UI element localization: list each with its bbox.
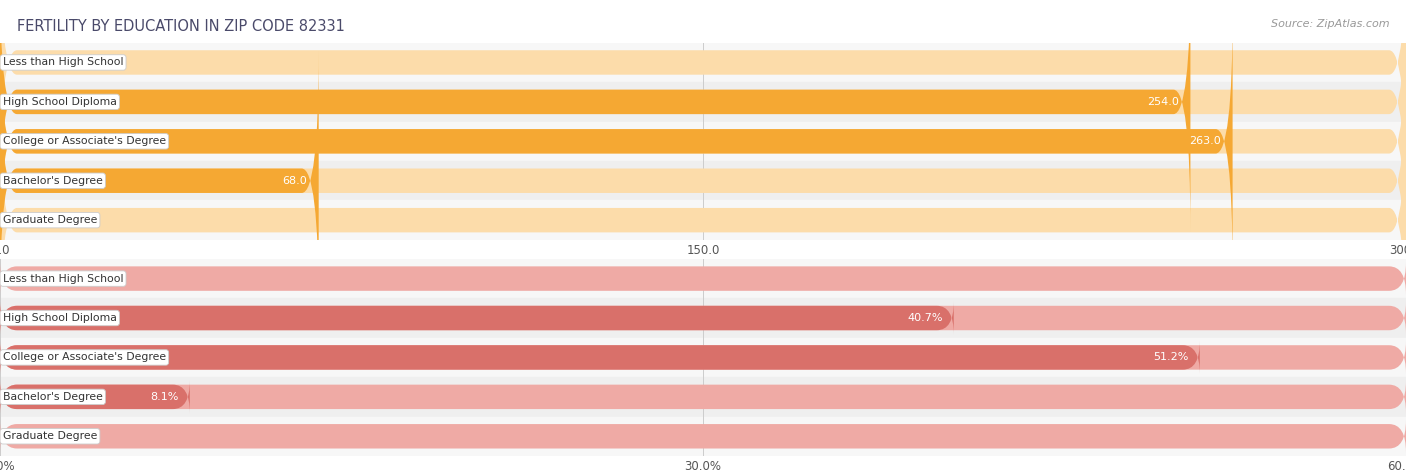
Bar [0,417,1406,456]
Text: College or Associate's Degree: College or Associate's Degree [3,352,166,362]
Text: 0.0: 0.0 [35,57,53,67]
Text: 51.2%: 51.2% [1153,352,1188,362]
Bar [0,338,1406,377]
Text: 8.1%: 8.1% [150,392,179,402]
Text: 263.0: 263.0 [1189,136,1222,146]
Text: 68.0: 68.0 [283,176,308,186]
Bar [0,161,1406,200]
Text: Less than High School: Less than High School [3,57,124,67]
FancyBboxPatch shape [0,0,1406,232]
FancyBboxPatch shape [0,262,1406,295]
Text: 40.7%: 40.7% [907,313,942,323]
Bar [0,200,1406,240]
FancyBboxPatch shape [0,11,1233,271]
FancyBboxPatch shape [0,420,1406,453]
FancyBboxPatch shape [0,51,1406,311]
FancyBboxPatch shape [0,51,319,311]
Bar [0,259,1406,298]
FancyBboxPatch shape [0,302,1406,334]
FancyBboxPatch shape [0,380,190,413]
Text: 0.0%: 0.0% [35,274,63,284]
Text: 0.0%: 0.0% [35,431,63,441]
Text: FERTILITY BY EDUCATION IN ZIP CODE 82331: FERTILITY BY EDUCATION IN ZIP CODE 82331 [17,19,344,34]
FancyBboxPatch shape [0,11,1406,271]
Text: Graduate Degree: Graduate Degree [3,431,97,441]
Text: High School Diploma: High School Diploma [3,97,117,107]
Text: Source: ZipAtlas.com: Source: ZipAtlas.com [1271,19,1389,29]
FancyBboxPatch shape [0,90,1406,350]
FancyBboxPatch shape [0,0,1191,232]
Bar [0,122,1406,161]
Text: Less than High School: Less than High School [3,274,124,284]
Text: College or Associate's Degree: College or Associate's Degree [3,136,166,146]
Bar [0,43,1406,82]
Text: Bachelor's Degree: Bachelor's Degree [3,392,103,402]
Bar [0,82,1406,122]
Text: Graduate Degree: Graduate Degree [3,215,97,225]
Text: High School Diploma: High School Diploma [3,313,117,323]
FancyBboxPatch shape [0,302,953,334]
Text: 254.0: 254.0 [1147,97,1180,107]
FancyBboxPatch shape [0,0,1406,192]
Bar [0,377,1406,417]
FancyBboxPatch shape [0,341,1199,374]
FancyBboxPatch shape [0,380,1406,413]
Text: Bachelor's Degree: Bachelor's Degree [3,176,103,186]
Text: 0.0: 0.0 [35,215,53,225]
Bar [0,298,1406,338]
FancyBboxPatch shape [0,341,1406,374]
